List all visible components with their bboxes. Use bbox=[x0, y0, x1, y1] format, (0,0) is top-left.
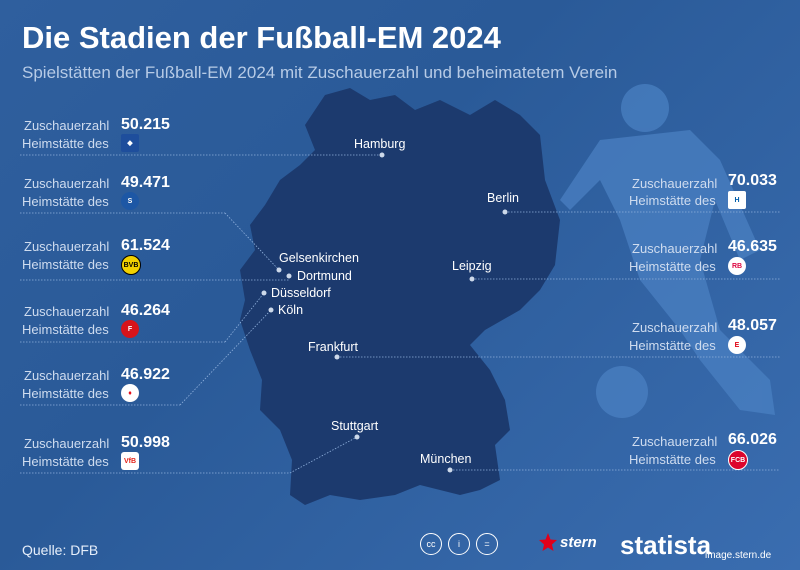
capacity-label: Zuschauerzahl bbox=[24, 239, 110, 254]
city-stuttgart: Stuttgart bbox=[331, 419, 379, 433]
home-label: Heimstätte des bbox=[22, 194, 109, 209]
fcb-logo-icon: FCB bbox=[728, 450, 748, 470]
dot-frankfurt bbox=[334, 354, 340, 360]
page-subtitle: Spielstätten der Fußball-EM 2024 mit Zus… bbox=[22, 63, 618, 82]
city-koeln: Köln bbox=[278, 303, 303, 317]
capacity-label: Zuschauerzahl bbox=[24, 176, 110, 191]
capacity-value: 50.998 bbox=[121, 434, 170, 451]
city-berlin: Berlin bbox=[487, 191, 519, 205]
stern-star-icon bbox=[539, 533, 557, 551]
player-silhouette bbox=[560, 84, 775, 418]
capacity-value: 46.635 bbox=[728, 238, 777, 255]
capacity-label: Zuschauerzahl bbox=[632, 241, 718, 256]
capacity-label: Zuschauerzahl bbox=[24, 304, 110, 319]
home-label: Heimstätte des bbox=[22, 386, 109, 401]
stern-logo[interactable]: stern bbox=[560, 534, 597, 551]
home-label: Heimstätte des bbox=[629, 193, 716, 208]
nd-icon[interactable]: = bbox=[476, 533, 498, 555]
hertha-logo-icon: H bbox=[728, 191, 746, 209]
schalke-logo-icon: S bbox=[121, 192, 139, 210]
source-note: Quelle: DFB bbox=[22, 542, 99, 558]
dot-koeln bbox=[268, 307, 274, 313]
home-label: Heimstätte des bbox=[629, 452, 716, 467]
dot-dortmund bbox=[286, 273, 292, 279]
capacity-label: Zuschauerzahl bbox=[632, 434, 718, 449]
capacity-label: Zuschauerzahl bbox=[632, 320, 718, 335]
dot-berlin bbox=[502, 209, 508, 215]
home-label: Heimstätte des bbox=[629, 259, 716, 274]
image-credit: image.stern.de bbox=[705, 550, 772, 561]
line-gelsenkirchen-b bbox=[224, 212, 280, 271]
capacity-value: 46.922 bbox=[121, 366, 170, 383]
city-hamburg: Hamburg bbox=[354, 137, 405, 151]
dot-stuttgart bbox=[354, 434, 360, 440]
leader-lines bbox=[20, 154, 780, 474]
dot-gelsenkirchen bbox=[276, 267, 282, 273]
eintracht-logo-icon: E bbox=[728, 336, 746, 354]
statista-logo[interactable]: statista bbox=[620, 530, 712, 560]
dot-hamburg bbox=[379, 152, 385, 158]
home-label: Heimstätte des bbox=[22, 322, 109, 337]
city-duesseldorf: Düsseldorf bbox=[271, 286, 331, 300]
page-title: Die Stadien der Fußball-EM 2024 bbox=[22, 20, 501, 55]
capacity-value: 50.215 bbox=[121, 116, 170, 133]
capacity-label: Zuschauerzahl bbox=[632, 176, 718, 191]
capacity-value: 61.524 bbox=[121, 237, 170, 254]
koeln-logo-icon: ♦ bbox=[121, 384, 139, 402]
capacity-value: 66.026 bbox=[728, 431, 777, 448]
rbl-logo-icon: RB bbox=[728, 257, 746, 275]
cc-icon[interactable]: cc bbox=[420, 533, 442, 555]
capacity-label: Zuschauerzahl bbox=[24, 118, 110, 133]
vfb-logo-icon: VfB bbox=[121, 452, 139, 470]
fortuna-logo-icon: F bbox=[121, 320, 139, 338]
capacity-label: Zuschauerzahl bbox=[24, 368, 110, 383]
home-label: Heimstätte des bbox=[629, 338, 716, 353]
capacity-value: 48.057 bbox=[728, 317, 777, 334]
city-frankfurt: Frankfurt bbox=[308, 340, 359, 354]
line-duesseldorf-b bbox=[224, 292, 265, 343]
capacity-value: 70.033 bbox=[728, 172, 777, 189]
line-stuttgart-b bbox=[289, 436, 358, 474]
bvb-logo-icon: BVB bbox=[121, 255, 141, 275]
dot-leipzig bbox=[469, 276, 475, 282]
line-koeln-b bbox=[179, 309, 272, 406]
capacity-label: Zuschauerzahl bbox=[24, 436, 110, 451]
hsv-logo-icon: ◆ bbox=[121, 134, 139, 152]
capacity-value: 49.471 bbox=[121, 174, 170, 191]
home-label: Heimstätte des bbox=[22, 257, 109, 272]
city-muenchen: München bbox=[420, 452, 471, 466]
by-icon[interactable]: i bbox=[448, 533, 470, 555]
city-dortmund: Dortmund bbox=[297, 269, 352, 283]
home-label: Heimstätte des bbox=[22, 454, 109, 469]
capacity-value: 46.264 bbox=[121, 302, 170, 319]
city-gelsenkirchen: Gelsenkirchen bbox=[279, 251, 359, 265]
dot-muenchen bbox=[447, 467, 453, 473]
dot-duesseldorf bbox=[261, 290, 267, 296]
home-label: Heimstätte des bbox=[22, 136, 109, 151]
city-leipzig: Leipzig bbox=[452, 259, 492, 273]
germany-shape bbox=[240, 88, 560, 505]
